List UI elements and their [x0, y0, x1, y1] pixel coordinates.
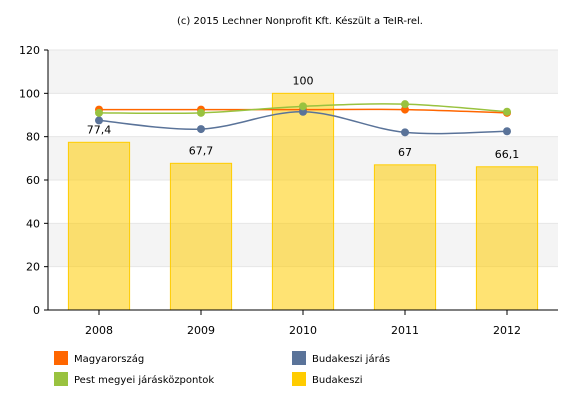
legend-swatch — [292, 372, 306, 386]
series-point — [503, 107, 511, 116]
legend-label: Magyarország — [74, 353, 144, 365]
y-tick-label: 40 — [26, 217, 40, 230]
bar-budakeszi — [67, 141, 131, 311]
bar-budakeszi — [169, 162, 233, 311]
bar-value-label: 67 — [398, 146, 412, 159]
legend-swatch — [54, 372, 68, 386]
data-labels: 77,4 67,7 100 67 66,1 — [87, 74, 520, 160]
bar-budakeszi — [373, 164, 437, 311]
legend: Magyarország Budakeszi járás Pest megyei j… — [54, 351, 390, 386]
series-point — [95, 116, 103, 125]
y-tick-label: 80 — [26, 131, 40, 144]
y-tick-label: 60 — [26, 174, 40, 187]
x-tick-label: 2011 — [391, 324, 419, 337]
x-tick-label: 2008 — [85, 324, 113, 337]
legend-swatch — [292, 351, 306, 365]
legend-item: Budakeszi — [292, 372, 363, 386]
bar-budakeszi — [271, 92, 335, 311]
y-tick-label: 100 — [19, 87, 40, 100]
y-tick-label: 20 — [26, 261, 40, 274]
bar-budakeszi — [475, 166, 539, 311]
bar-value-label: 77,4 — [87, 123, 112, 136]
series-point — [197, 108, 205, 117]
legend-item: Budakeszi járás — [292, 351, 390, 365]
x-tick-label: 2012 — [493, 324, 521, 337]
legend-label: Pest megyei járásközpontok — [74, 374, 214, 386]
y-tick-label: 120 — [19, 44, 40, 57]
series-point — [503, 127, 511, 136]
bar-value-label: 67,7 — [189, 144, 214, 157]
legend-swatch — [54, 351, 68, 365]
x-tick-label: 2009 — [187, 324, 215, 337]
chart-credit: (c) 2015 Lechner Nonprofit Kft. Készült … — [177, 15, 423, 27]
series-point — [197, 125, 205, 134]
bar-value-label: 100 — [293, 74, 314, 87]
grid-band — [48, 50, 558, 94]
legend-label: Budakeszi járás — [312, 353, 390, 365]
series-point — [401, 100, 409, 109]
axes: 0 20 40 60 80 100 120 2008 2009 2010 2011 2012 — [19, 44, 558, 337]
series-point — [95, 108, 103, 117]
x-tick-label: 2010 — [289, 324, 317, 337]
line-series — [95, 100, 511, 117]
legend-label: Budakeszi — [312, 375, 363, 386]
legend-item: Pest megyei járásközpontok — [54, 372, 214, 386]
series-point — [299, 102, 307, 111]
bar-value-label: 66,1 — [495, 148, 520, 161]
legend-item: Magyarország — [54, 351, 144, 365]
series-point — [401, 128, 409, 137]
line-series-group — [95, 100, 511, 137]
y-tick-label: 0 — [33, 304, 40, 317]
